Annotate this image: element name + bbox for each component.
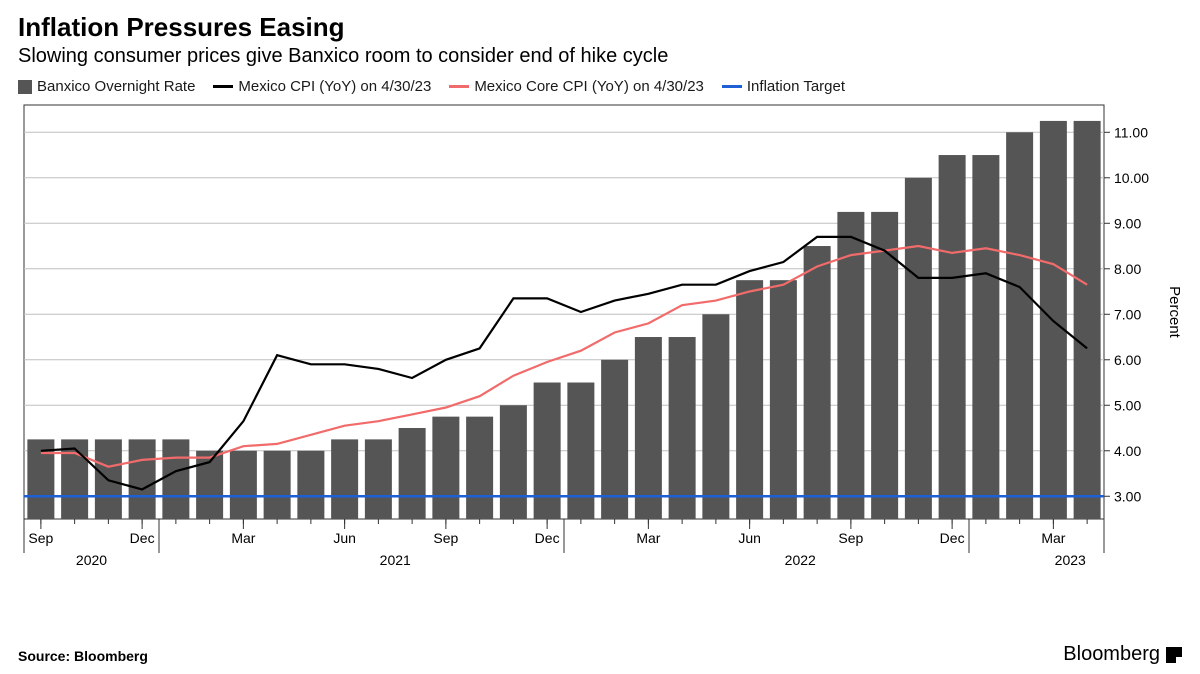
chart-container: Inflation Pressures Easing Slowing consu… [0, 0, 1200, 674]
source-label: Source: Bloomberg [18, 648, 148, 664]
legend-label-core: Mexico Core CPI (YoY) on 4/30/23 [474, 78, 704, 95]
legend-label-cpi: Mexico CPI (YoY) on 4/30/23 [238, 78, 431, 95]
svg-text:11.00: 11.00 [1114, 124, 1148, 140]
svg-text:Mar: Mar [1041, 530, 1065, 546]
legend-swatch-cpi [213, 85, 233, 88]
svg-text:9.00: 9.00 [1114, 215, 1141, 231]
svg-text:2023: 2023 [1055, 552, 1086, 568]
svg-text:Dec: Dec [130, 530, 155, 546]
legend-swatch-bars [18, 80, 32, 94]
legend: Banxico Overnight Rate Mexico CPI (YoY) … [18, 78, 1182, 95]
svg-text:Mar: Mar [231, 530, 255, 546]
svg-text:2021: 2021 [380, 552, 411, 568]
svg-text:Percent: Percent [1166, 286, 1182, 339]
legend-swatch-core [449, 85, 469, 88]
svg-text:2020: 2020 [76, 552, 107, 568]
legend-item-cpi: Mexico CPI (YoY) on 4/30/23 [213, 78, 431, 95]
legend-item-core: Mexico Core CPI (YoY) on 4/30/23 [449, 78, 704, 95]
svg-text:10.00: 10.00 [1114, 170, 1149, 186]
legend-swatch-target [722, 85, 742, 88]
svg-text:6.00: 6.00 [1114, 352, 1141, 368]
svg-text:Jun: Jun [333, 530, 356, 546]
svg-text:Sep: Sep [838, 530, 863, 546]
svg-text:5.00: 5.00 [1114, 397, 1141, 413]
brand-text: Bloomberg [1063, 643, 1160, 666]
chart-title: Inflation Pressures Easing [18, 12, 1182, 43]
svg-text:7.00: 7.00 [1114, 306, 1141, 322]
legend-label-bars: Banxico Overnight Rate [37, 78, 195, 95]
svg-text:4.00: 4.00 [1114, 443, 1141, 459]
svg-text:Dec: Dec [535, 530, 560, 546]
svg-text:8.00: 8.00 [1114, 261, 1141, 277]
legend-label-target: Inflation Target [747, 78, 845, 95]
svg-text:Mar: Mar [636, 530, 660, 546]
chart-subtitle: Slowing consumer prices give Banxico roo… [18, 45, 1182, 68]
svg-text:3.00: 3.00 [1114, 488, 1141, 504]
svg-text:Sep: Sep [433, 530, 458, 546]
legend-item-target: Inflation Target [722, 78, 845, 95]
chart-svg: 3.00 4.00 5.00 6.00 7.00 8.00 9.00 10.00 11.00 Pe… [18, 99, 1182, 579]
brand-icon [1166, 647, 1182, 663]
svg-text:Sep: Sep [28, 530, 53, 546]
brand-label: Bloomberg [1063, 643, 1182, 666]
chart-plot-area: 3.00 4.00 5.00 6.00 7.00 8.00 9.00 10.00 11.00 Pe… [18, 99, 1182, 579]
svg-text:2022: 2022 [785, 552, 816, 568]
svg-text:Jun: Jun [738, 530, 761, 546]
svg-text:Dec: Dec [940, 530, 965, 546]
legend-item-bars: Banxico Overnight Rate [18, 78, 195, 95]
